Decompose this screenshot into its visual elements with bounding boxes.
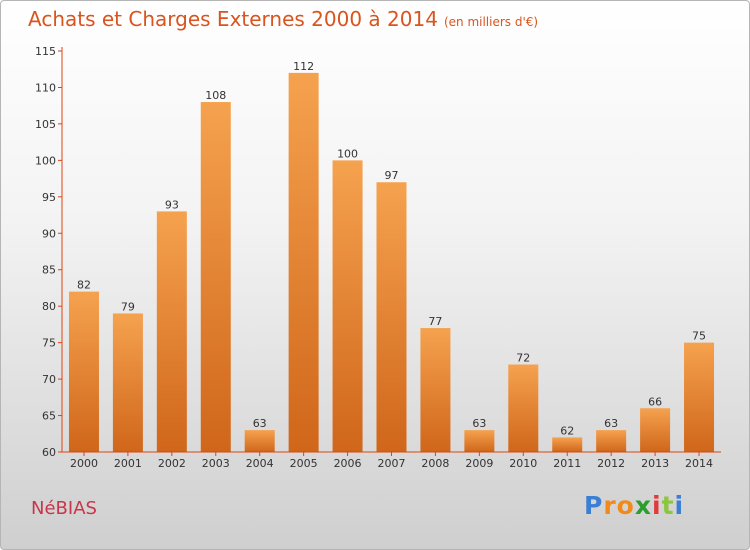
x-tick-label: 2000	[70, 457, 98, 470]
data-label: 63	[472, 417, 486, 430]
x-tick-label: 2011	[553, 457, 581, 470]
y-tick-label: 75	[42, 337, 56, 350]
commune-name: NéBIAS	[31, 498, 97, 519]
logo-letter: i	[652, 491, 662, 520]
x-tick-label: 2002	[158, 457, 186, 470]
x-tick-label: 2013	[641, 457, 669, 470]
x-tick-label: 2001	[114, 457, 142, 470]
y-tick-label: 115	[35, 45, 56, 58]
data-label: 93	[165, 198, 179, 211]
bar	[288, 72, 319, 452]
logo-letter: o	[616, 491, 635, 520]
y-tick-label: 110	[35, 81, 56, 94]
y-tick-label: 90	[42, 227, 56, 240]
y-tick-label: 65	[42, 410, 56, 423]
bar	[156, 211, 187, 452]
y-tick-label: 105	[35, 118, 56, 131]
data-label: 63	[604, 417, 618, 430]
data-label: 112	[293, 60, 314, 73]
bar	[640, 408, 671, 452]
data-label: 100	[337, 147, 358, 160]
x-tick-label: 2014	[685, 457, 713, 470]
x-tick-label: 2010	[509, 457, 537, 470]
chart-title-unit: (en milliers d'€)	[443, 15, 539, 29]
y-tick-label: 80	[42, 300, 56, 313]
y-tick-label: 70	[42, 373, 56, 386]
logo-letter: r	[603, 491, 617, 520]
x-tick-label: 2004	[246, 457, 274, 470]
bar	[420, 328, 451, 452]
chart-title-main: Achats et Charges Externes 2000 à 2014	[28, 7, 438, 31]
bar	[508, 364, 539, 452]
chart-title: Achats et Charges Externes 2000 à 2014 (e…	[28, 7, 538, 31]
x-tick-label: 2003	[202, 457, 230, 470]
bar	[464, 430, 495, 452]
bar	[68, 291, 99, 452]
logo-letter: x	[634, 491, 652, 520]
bar	[552, 437, 583, 452]
x-tick-label: 2009	[465, 457, 493, 470]
data-label: 72	[516, 352, 530, 365]
proxiti-logo: Proxiti	[584, 491, 684, 520]
bar	[244, 430, 275, 452]
logo-letter: i	[674, 491, 685, 520]
y-tick-label: 100	[35, 154, 56, 167]
data-label: 82	[77, 279, 91, 292]
x-tick-label: 2005	[290, 457, 318, 470]
logo-letter: t	[661, 491, 675, 520]
bar	[596, 430, 627, 452]
logo-letter: P	[584, 491, 604, 520]
data-label: 97	[385, 169, 399, 182]
bar	[332, 160, 363, 452]
data-label: 66	[648, 395, 662, 408]
y-tick-label: 95	[42, 191, 56, 204]
x-tick-label: 2008	[421, 457, 449, 470]
data-label: 79	[121, 300, 135, 313]
x-tick-label: 2012	[597, 457, 625, 470]
x-tick-label: 2006	[334, 457, 362, 470]
bar	[112, 313, 143, 452]
data-label: 108	[205, 89, 226, 102]
bar	[200, 102, 231, 452]
data-label: 63	[253, 417, 267, 430]
y-tick-label: 85	[42, 264, 56, 277]
bar	[376, 182, 407, 452]
bar	[684, 342, 715, 452]
data-label: 62	[560, 424, 574, 437]
y-tick-label: 60	[42, 446, 56, 459]
data-label: 75	[692, 330, 706, 343]
data-label: 77	[428, 315, 442, 328]
x-tick-label: 2007	[378, 457, 406, 470]
